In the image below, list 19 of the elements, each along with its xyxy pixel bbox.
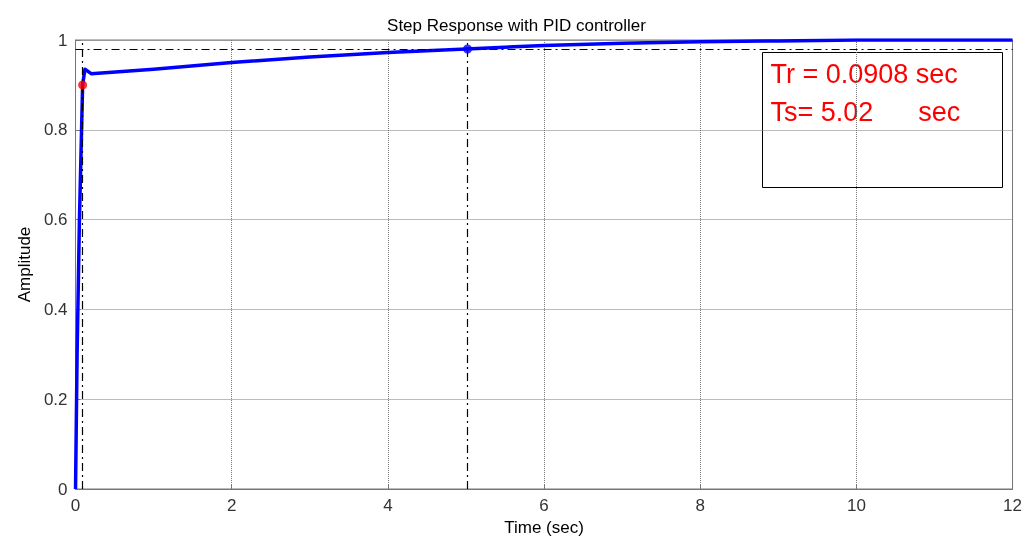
y-tick-label: 1 — [58, 30, 68, 50]
x-axis-title: Time (sec) — [504, 518, 584, 537]
y-tick-label: 0.2 — [43, 389, 68, 409]
line-series — [73, 38, 1015, 491]
x-tick-label: 4 — [383, 496, 393, 515]
y-tick-label: 0.4 — [43, 299, 68, 319]
x-tick-label: 10 — [846, 496, 866, 515]
x-tick-label: 2 — [226, 496, 237, 515]
annotation: Tr = 0.0908 sec — [770, 59, 958, 89]
x-tick-label: 12 — [1003, 496, 1023, 515]
y-tick-label: 0 — [58, 479, 68, 499]
x-tick-label: 8 — [695, 496, 705, 515]
x-tick-label: 6 — [539, 496, 549, 515]
annotation: Ts= 5.02 sec — [770, 97, 961, 127]
y-tick-label: 0.8 — [43, 120, 68, 140]
y-axis-title: Amplitude — [15, 226, 34, 303]
chart-title: Step Response with PID controller — [387, 16, 647, 35]
y-tick-label: 0.6 — [43, 210, 68, 230]
x-tick-label: 0 — [70, 496, 81, 515]
